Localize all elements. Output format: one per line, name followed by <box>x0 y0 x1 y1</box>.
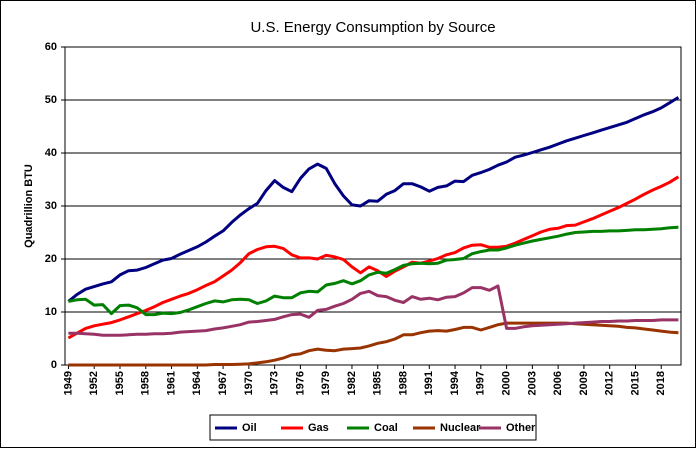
x-tick-label: 2009 <box>578 371 590 395</box>
chart-title: U.S. Energy Consumption by Source <box>250 19 495 36</box>
x-tick-label: 1970 <box>243 371 255 395</box>
x-tick-label: 1955 <box>114 371 126 395</box>
y-tick-label: 20 <box>45 253 57 265</box>
legend-label: Other <box>506 422 536 434</box>
x-tick-label: 1961 <box>165 371 177 395</box>
x-tick-label: 1949 <box>62 371 74 395</box>
x-tick-label: 1973 <box>269 371 281 395</box>
x-tick-label: 2015 <box>629 371 641 395</box>
legend-label: Nuclear <box>440 422 481 434</box>
legend-label: Gas <box>308 422 329 434</box>
legend-label: Oil <box>242 422 257 434</box>
x-tick-label: 1979 <box>320 371 332 395</box>
series-line <box>67 175 680 340</box>
x-tick-label: 1982 <box>346 371 358 395</box>
x-tick-label: 2003 <box>526 371 538 395</box>
y-tick-label: 50 <box>45 94 57 106</box>
y-axis-label: Quadrillion BTU <box>23 164 35 248</box>
x-tick-label: 1997 <box>475 371 487 395</box>
x-tick-label: 1988 <box>397 371 409 395</box>
x-tick-label: 2018 <box>655 371 667 395</box>
y-tick-label: 60 <box>45 41 57 53</box>
y-tick-label: 10 <box>45 306 57 318</box>
x-tick-label: 1967 <box>217 371 229 395</box>
x-tick-label: 1964 <box>191 370 203 395</box>
y-tick-label: 0 <box>51 359 57 371</box>
series-line <box>68 284 679 337</box>
series-line <box>68 225 679 317</box>
x-tick-label: 1952 <box>88 371 100 395</box>
y-tick-label: 30 <box>45 200 57 212</box>
x-tick-label: 2012 <box>604 371 616 395</box>
series-line <box>67 96 680 303</box>
legend-label: Coal <box>374 422 398 434</box>
x-tick-label: 2000 <box>501 371 513 395</box>
x-tick-label: 1991 <box>423 371 435 395</box>
x-tick-label: 1985 <box>372 371 384 395</box>
x-tick-label: 1976 <box>294 371 306 395</box>
x-tick-label: 1994 <box>449 370 461 395</box>
y-tick-label: 40 <box>45 147 57 159</box>
x-tick-label: 1958 <box>140 371 152 395</box>
x-tick-label: 2006 <box>552 371 564 395</box>
